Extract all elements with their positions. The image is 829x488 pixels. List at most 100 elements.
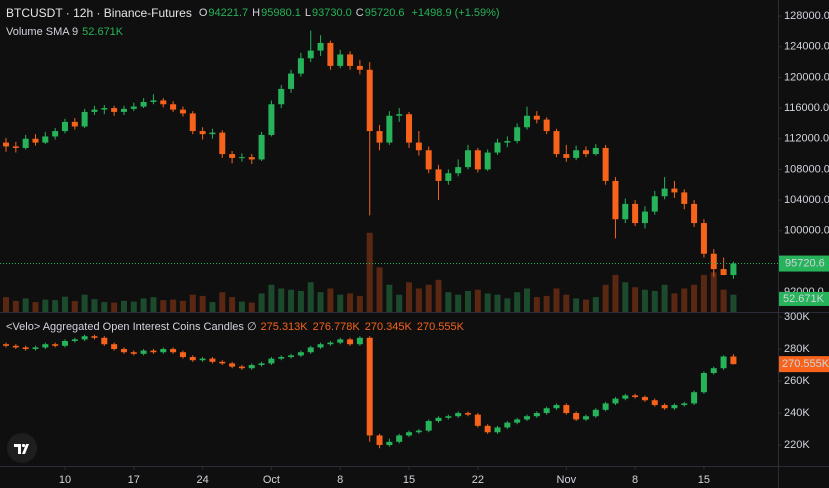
candle-body <box>661 405 668 409</box>
y-tick-label: 280K <box>784 343 810 355</box>
volume-bar <box>691 284 698 312</box>
candle-body <box>356 337 363 345</box>
x-tick-label: Nov <box>557 474 577 486</box>
volume-sma-value: 52.671K <box>82 26 124 38</box>
candle-body <box>71 121 78 127</box>
ohlc-values: O 94221.7 H 95980.1 L 93730.0 C 95720.6 <box>199 7 408 19</box>
candle-body <box>71 339 78 342</box>
candle-body <box>189 357 196 361</box>
candle-body <box>42 136 49 143</box>
volume-bar <box>710 272 717 312</box>
candle-body <box>81 336 88 340</box>
candle-body <box>573 150 580 158</box>
volume-bar <box>406 282 413 312</box>
ohlc-label: O <box>198 7 208 19</box>
candle-body <box>140 350 147 354</box>
x-tick-label: 8 <box>337 474 343 486</box>
candle-body <box>278 357 285 359</box>
volume-sma-axis-label: 52.671K <box>783 293 825 305</box>
volume-bar <box>288 289 295 312</box>
candle-body <box>376 131 383 143</box>
candle-body <box>632 203 639 224</box>
volume-bar <box>347 293 354 312</box>
volume-bar <box>307 282 314 312</box>
candle-body <box>347 54 354 66</box>
candle-body <box>179 109 186 114</box>
candle-body <box>219 132 226 155</box>
y-tick-label: 240K <box>784 407 810 419</box>
volume-bar <box>91 299 98 312</box>
candle-body <box>573 413 580 420</box>
volume-bar <box>435 279 442 312</box>
volume-bar <box>130 301 137 312</box>
candle-body <box>238 157 245 159</box>
volume-bar <box>229 297 236 312</box>
candle-body <box>720 356 727 369</box>
candle-body <box>366 69 373 132</box>
y-tick-label: 124000.0 <box>784 41 829 53</box>
oi-title: <Velo> Aggregated Open Interest Coins Ca… <box>6 321 257 333</box>
x-tick-label: 24 <box>196 474 208 486</box>
y-tick-label: 120000.0 <box>784 71 829 83</box>
candle-body <box>681 192 688 204</box>
oi-value: 270.345K <box>364 320 412 333</box>
x-tick-label: 8 <box>632 474 638 486</box>
candle-body <box>22 138 29 148</box>
candle-body <box>150 350 157 353</box>
y-tick-label: 112000.0 <box>784 133 829 145</box>
candle-body <box>730 356 737 365</box>
candle-body <box>3 142 9 147</box>
candle-body <box>415 142 422 151</box>
candle-body <box>366 337 373 436</box>
oi-legend: <Velo> Aggregated Open Interest Coins Ca… <box>6 320 464 334</box>
candle-body <box>465 150 472 168</box>
candle-body <box>553 131 560 155</box>
candle-body <box>189 113 196 132</box>
candle-body <box>563 405 570 414</box>
volume-bar <box>681 288 688 312</box>
ohlc-value: 95980.1 <box>261 7 301 19</box>
y-tick-label: 104000.0 <box>784 194 829 206</box>
volume-bar <box>602 284 609 312</box>
candle-body <box>445 173 452 181</box>
candle-body <box>307 50 314 59</box>
candle-body <box>32 347 39 350</box>
volume-bar <box>268 284 275 312</box>
volume-bar <box>179 300 186 312</box>
candle-body <box>435 169 442 181</box>
symbol: BTCUSDT · 12h · Binance-Futures <box>6 6 192 20</box>
candle-body <box>592 147 599 155</box>
logo[interactable] <box>7 433 37 463</box>
candle-body <box>209 132 216 135</box>
y-tick-label: 108000.0 <box>784 163 829 175</box>
volume-bar <box>71 301 78 312</box>
volume-bar <box>101 302 108 312</box>
candle-body <box>160 100 167 105</box>
candle-body <box>327 42 334 66</box>
volume-bar <box>632 287 639 312</box>
candle-body <box>42 344 49 348</box>
volume-bar <box>258 293 265 312</box>
candle-body <box>543 119 550 132</box>
volume-bar <box>474 289 481 312</box>
candle-body <box>3 344 9 346</box>
volume-bar <box>425 284 432 312</box>
oi-values: 275.313K 276.778K 270.345K 270.555K <box>261 321 464 333</box>
last-price-box <box>779 255 829 272</box>
candle-body <box>130 106 137 109</box>
candle-body <box>248 365 255 369</box>
candle-body <box>730 263 737 276</box>
volume-bar <box>3 297 9 312</box>
candle-body <box>386 441 393 446</box>
volume-bar <box>494 294 501 312</box>
candle-body <box>347 339 354 345</box>
volume-bar <box>238 301 245 312</box>
ohlc-value: 93730.0 <box>312 7 352 19</box>
candle-body <box>160 349 167 353</box>
candle-body <box>494 142 501 153</box>
volume-bar <box>61 296 68 312</box>
candle-body <box>258 363 265 366</box>
volume-bar <box>317 292 324 312</box>
candle-body <box>396 435 403 442</box>
candle-body <box>317 344 324 348</box>
